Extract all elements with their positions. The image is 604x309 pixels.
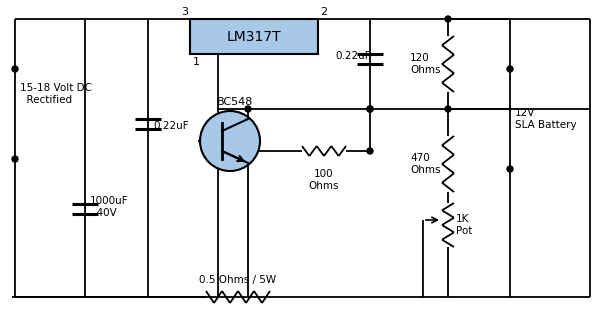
Circle shape xyxy=(445,16,451,22)
Circle shape xyxy=(245,106,251,112)
Text: 120
Ohms: 120 Ohms xyxy=(410,53,440,75)
Circle shape xyxy=(367,106,373,112)
Ellipse shape xyxy=(200,111,260,171)
Text: 0.22uF: 0.22uF xyxy=(153,121,188,131)
Text: 0.5 Ohms / 5W: 0.5 Ohms / 5W xyxy=(199,275,277,285)
Text: 2: 2 xyxy=(320,7,327,17)
Text: 470
Ohms: 470 Ohms xyxy=(410,153,440,175)
Circle shape xyxy=(367,106,373,112)
Text: LM317T: LM317T xyxy=(226,29,281,44)
Circle shape xyxy=(12,66,18,72)
Text: 15-18 Volt DC
  Rectified: 15-18 Volt DC Rectified xyxy=(20,83,92,105)
Text: 1K
Pot: 1K Pot xyxy=(456,214,472,236)
Text: 100
Ohms: 100 Ohms xyxy=(309,169,339,191)
FancyBboxPatch shape xyxy=(190,19,318,54)
Text: 1000uF
  40V: 1000uF 40V xyxy=(90,196,129,218)
Text: 0.22uF: 0.22uF xyxy=(335,51,371,61)
Text: 12V
SLA Battery: 12V SLA Battery xyxy=(515,108,577,130)
Circle shape xyxy=(445,106,451,112)
Circle shape xyxy=(367,148,373,154)
Text: 3: 3 xyxy=(181,7,188,17)
Circle shape xyxy=(12,156,18,162)
Text: BC548: BC548 xyxy=(217,97,253,107)
Circle shape xyxy=(507,166,513,172)
Circle shape xyxy=(507,66,513,72)
Text: 1: 1 xyxy=(193,57,200,67)
